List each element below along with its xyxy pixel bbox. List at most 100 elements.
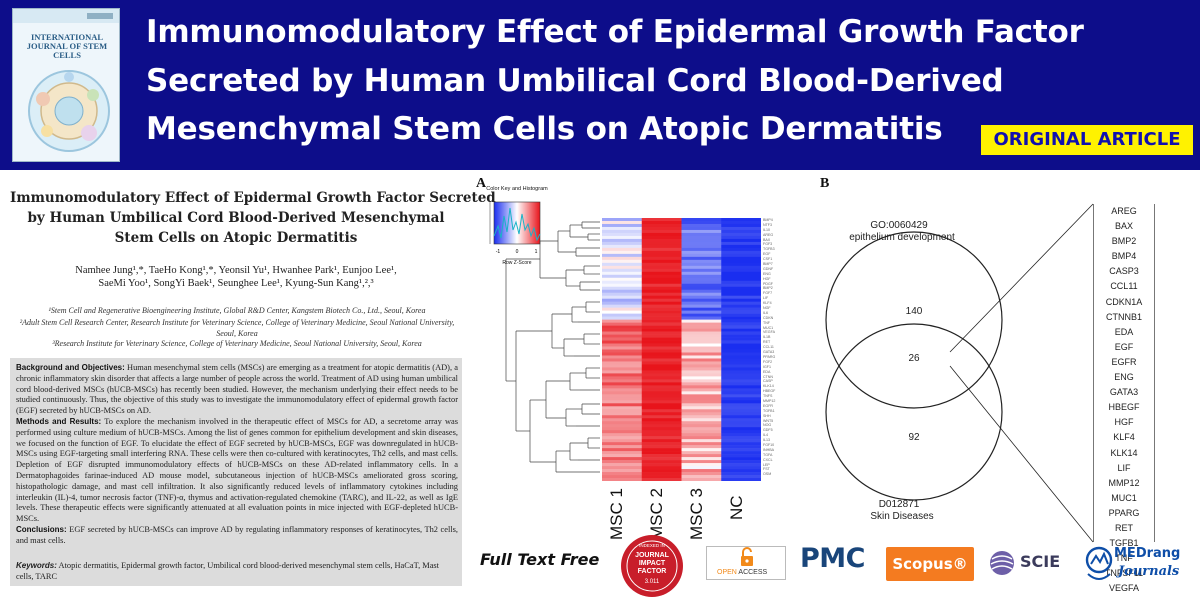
heatmap-cell [681, 424, 722, 428]
heatmap-cell [681, 388, 722, 392]
heatmap-cell [641, 262, 682, 267]
heatmap-cell [641, 274, 682, 279]
heatmap-cell [681, 286, 722, 291]
heatmap-cell [681, 277, 722, 282]
heatmap-cell [721, 364, 761, 368]
heatmap-cell [641, 289, 682, 294]
heatmap-cell [681, 466, 722, 470]
cover-badge [87, 13, 113, 19]
heatmap-cell [641, 403, 682, 407]
heatmap-cell [641, 346, 682, 350]
heatmap-cell [641, 241, 682, 246]
jif-seal-line-2: JOURNAL [635, 552, 670, 559]
gene-item: CASP3 [1109, 266, 1139, 277]
heatmap-row-label: NTF3 [763, 222, 772, 227]
heatmap-cell [721, 415, 761, 419]
scie-logo: SCIE [988, 548, 1070, 578]
heatmap-cell [641, 400, 682, 404]
heatmap-cell [681, 352, 722, 356]
banner-title-line-1: Immunomodulatory Effect of Epidermal Gro… [146, 14, 1084, 50]
heatmap-cell [681, 457, 722, 461]
medrang-journals-logo: MEDrang Journals [1084, 544, 1194, 586]
heatmap-cell [602, 382, 643, 386]
heatmap-cell [721, 232, 761, 237]
heatmap-cell [602, 358, 643, 362]
heatmap-cell [602, 256, 643, 261]
heatmap-cell [602, 313, 643, 317]
cover-journal-name: INTERNATIONAL JOURNAL OF STEM CELLS [17, 33, 117, 60]
cover-top-strip [13, 9, 119, 23]
heatmap-cell [641, 301, 682, 305]
heatmap-row-label: WNT5 [763, 418, 774, 423]
heatmap-cell [681, 448, 722, 452]
heatmap-row-label: OSM [763, 472, 772, 477]
heatmap-cell [602, 403, 643, 407]
heatmap-cell [602, 304, 643, 308]
heatmap-row-label: MMP12 [763, 398, 776, 403]
heatmap-cell [721, 331, 761, 335]
heatmap-cell [681, 253, 722, 258]
heatmap-cell [602, 343, 643, 347]
heatmap-cell [681, 223, 722, 228]
heatmap-cell [602, 412, 643, 416]
heatmap-cell [681, 451, 722, 455]
heatmap-cell [721, 382, 761, 386]
heatmap-cell [681, 430, 722, 434]
heatmap-cell [641, 367, 682, 371]
heatmap-cell [721, 379, 761, 383]
heatmap-cell [602, 370, 643, 374]
heatmap-cell [641, 457, 682, 461]
heatmap-row-label: EDA [763, 369, 771, 374]
gene-item: BMP4 [1111, 251, 1137, 262]
heatmap-row-label: IL1B [763, 335, 771, 340]
color-key-graphic: -1 0 1 [489, 201, 541, 255]
jif-seal-line-4: FACTOR [638, 568, 667, 575]
heatmap-cell [681, 412, 722, 416]
heatmap-cell [681, 316, 722, 320]
heatmap-row-label: NOG [763, 423, 772, 428]
heatmap-cell [641, 250, 682, 255]
heatmap-cell [721, 223, 761, 228]
jif-seal-line-3: IMPACT [639, 560, 666, 567]
heatmap-cell [602, 292, 643, 297]
heatmap-cell [641, 280, 682, 285]
title-banner: INTERNATIONAL JOURNAL OF STEM CELLS Immu… [0, 0, 1200, 170]
heatmap-row-label: GDF5 [763, 428, 773, 433]
heatmap-cell [721, 370, 761, 374]
heatmap-cell [681, 334, 722, 338]
heatmap-row-label: FGF3 [763, 242, 773, 247]
heatmap-cell [641, 286, 682, 291]
heatmap-cell [602, 421, 643, 425]
gene-item: GATA3 [1109, 387, 1139, 398]
heatmap-cell [721, 445, 761, 449]
heatmap-cell [681, 355, 722, 359]
heatmap-cell [721, 349, 761, 353]
heatmap-row-label: ENG [763, 271, 771, 276]
heatmap-cell [602, 415, 643, 419]
heatmap-cell [602, 262, 643, 267]
heatmap-cell [602, 295, 643, 299]
heatmap-cell [681, 301, 722, 305]
figure-b-venn: B GO:0060429 epithelium development 140 … [814, 172, 1200, 593]
heatmap-cell [721, 400, 761, 404]
gene-item: KLK14 [1110, 447, 1138, 458]
heatmap-row-label: BMP2 [763, 286, 773, 291]
heatmap-row-label: LIF [763, 296, 769, 301]
heatmap-cell [681, 256, 722, 261]
heatmap-cell [602, 448, 643, 452]
heatmap-row-label: BMP4 [763, 218, 773, 222]
heatmap-cell [641, 427, 682, 431]
heatmap-cell [681, 220, 722, 225]
heatmap-row-label: CTNN [763, 374, 773, 379]
heatmap-cell [641, 334, 682, 338]
heatmap-cell [681, 238, 722, 243]
paper-title-line-2: by Human Umbilical Cord Blood-Derived Me… [27, 210, 445, 226]
heatmap-cell [721, 346, 761, 350]
heatmap-cell [721, 463, 761, 467]
paper-authors-line-2: SaeMi Yoo¹, SongYi Baek¹, Seunghee Lee¹,… [98, 278, 374, 289]
heatmap-cell [602, 355, 643, 359]
heatmap-cell [602, 232, 643, 237]
paper-authors-line-1: Namhee Jung¹,*, TaeHo Kong¹,*, Yeonsil Y… [75, 265, 397, 276]
heatmap-row-label: NGF [763, 306, 771, 311]
heatmap-cell [602, 451, 643, 455]
